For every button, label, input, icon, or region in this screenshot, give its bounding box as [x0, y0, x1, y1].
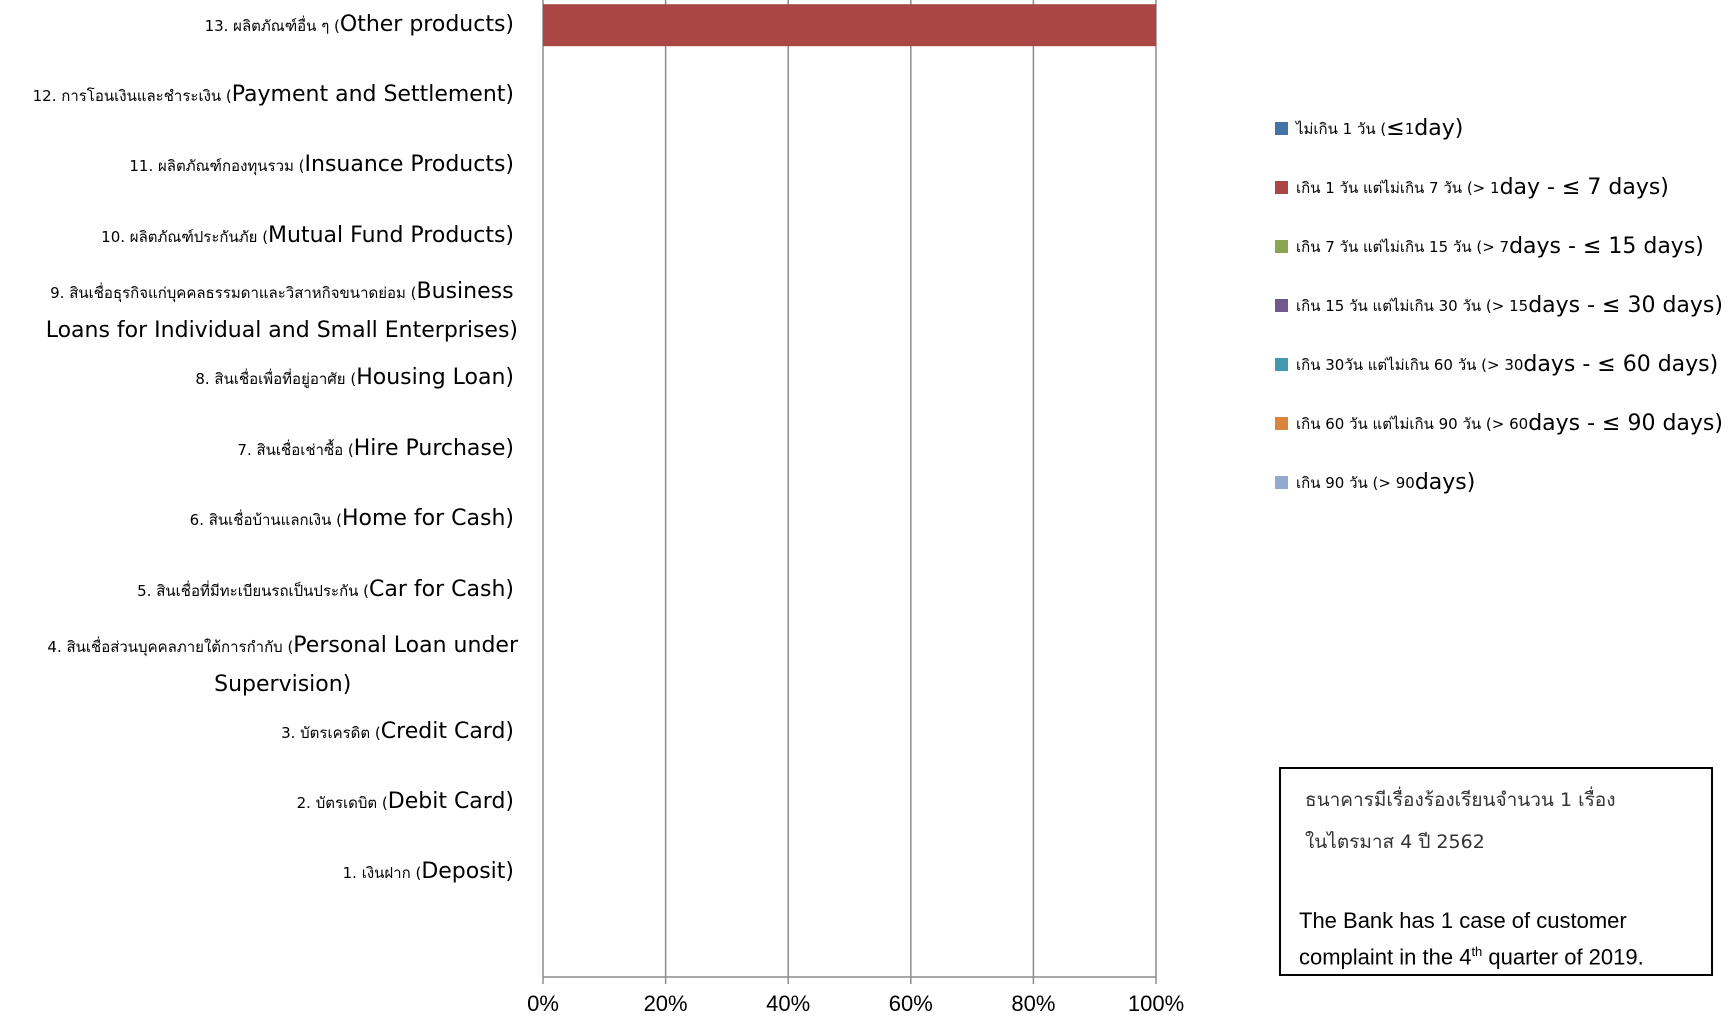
legend-item: เกิน 15 วัน แต่ไม่เกิน 30 วัน (> 15 days…: [1275, 293, 1723, 318]
category-label: 8. สินเชื่อเพื่อที่อยู่อาศัย (Housing Lo…: [195, 359, 514, 398]
legend-label-thai: เกิน 7 วัน แต่ไม่เกิน 15 วัน (> 7: [1296, 237, 1510, 256]
category-label-english-line2: Supervision): [214, 672, 352, 697]
legend-label-english: days - ≤ 15 days): [1509, 234, 1704, 259]
legend-item: ไม่เกิน 1 วัน (≤ 1 day): [1275, 116, 1463, 141]
category-label: 7. สินเชื่อเช่าซื้อ (Hire Purchase): [237, 430, 514, 469]
category-label-english: Other products): [339, 12, 514, 37]
legend-label-english: days - ≤ 90 days): [1528, 411, 1723, 436]
category-label-thai: 10. ผลิตภัณฑ์ประกันภัย (: [101, 228, 269, 246]
category-label: 2. บัตรเดบิต (Debit Card): [297, 783, 514, 822]
category-label-thai: 2. บัตรเดบิต (: [296, 794, 388, 812]
note-english-part2: quarter of 2019.: [1482, 944, 1644, 970]
category-label-thai: 8. สินเชื่อเพื่อที่อยู่อาศัย (: [195, 370, 357, 388]
legend-label-thai: เกิน 90 วัน (> 90: [1296, 473, 1415, 492]
category-label-thai: 1. เงินฝาก (: [342, 864, 422, 882]
category-label-english-line2: Loans for Individual and Small Enterpris…: [45, 318, 518, 343]
category-label-english: Mutual Fund Products): [268, 223, 514, 248]
legend-label-thai: เกิน 60 วัน แต่ไม่เกิน 90 วัน (> 60: [1296, 414, 1529, 433]
bar: [543, 4, 1156, 47]
category-label-english: Debit Card): [387, 789, 514, 814]
legend-swatch: [1275, 299, 1288, 312]
x-tick-label: 20%: [644, 991, 688, 1016]
category-label: 1. เงินฝาก (Deposit): [343, 853, 514, 892]
legend-item: เกิน 30วัน แต่ไม่เกิน 60 วัน (> 30 days …: [1275, 352, 1718, 377]
x-tick-label: 60%: [889, 991, 933, 1016]
x-tick-label: 0%: [527, 991, 559, 1016]
category-label-english: Hire Purchase): [353, 436, 514, 461]
legend-label-thai: ไม่เกิน 1 วัน (: [1296, 119, 1387, 138]
gridlines: [542, 0, 1157, 984]
legend-label-thai: เกิน 15 วัน แต่ไม่เกิน 30 วัน (> 15: [1296, 296, 1529, 315]
category-label-english: Credit Card): [380, 719, 514, 744]
category-label: 6. สินเชื่อบ้านแลกเงิน (Home for Cash): [190, 500, 514, 539]
note-english: The Bank has 1 case of customer complain…: [1299, 905, 1709, 972]
category-label-english: Insuance Products): [304, 152, 514, 177]
category-label-thai: 7. สินเชื่อเช่าซื้อ (: [237, 441, 354, 459]
legend-label-thai: เกิน 30วัน แต่ไม่เกิน 60 วัน (> 30: [1296, 355, 1524, 374]
x-tick-label: 100%: [1128, 991, 1184, 1016]
category-label-thai: 13. ผลิตภัณฑ์อื่น ๆ (: [204, 17, 340, 35]
x-tick-label: 80%: [1011, 991, 1055, 1016]
category-label-thai: 9. สินเชื่อธุรกิจแก่บุคคลธรรมดาและวิสาหก…: [50, 284, 417, 302]
category-label-english: Payment and Settlement): [231, 82, 514, 107]
note-english-part1: The Bank has 1 case of customer complain…: [1299, 908, 1627, 970]
legend-label-english: day - ≤ 7 days): [1499, 175, 1669, 200]
legend-label-english: days - ≤ 60 days): [1523, 352, 1719, 377]
category-label-thai: 4. สินเชื่อส่วนบุคคลภายใต้การกำกับ (: [47, 638, 294, 656]
legend-label-symbol: ≤: [1386, 116, 1405, 141]
category-label-thai: 11. ผลิตภัณฑ์กองทุนรวม (: [129, 157, 305, 175]
category-label-thai: 3. บัตรเครดิต (: [281, 724, 381, 742]
category-label: 11. ผลิตภัณฑ์กองทุนรวม (Insuance Product…: [129, 146, 514, 185]
category-label: 12. การโอนเงินและชำระเงิน (Payment and S…: [33, 76, 514, 115]
category-label-thai: 5. สินเชื่อที่มีทะเบียนรถเป็นประกัน (: [137, 582, 370, 600]
legend-item: เกิน 60 วัน แต่ไม่เกิน 90 วัน (> 60 days…: [1275, 411, 1723, 436]
category-label-english: Home for Cash): [341, 506, 514, 531]
legend-swatch: [1275, 417, 1288, 430]
bars: [543, 4, 1156, 47]
category-label-english: Housing Loan): [356, 365, 514, 390]
category-label: 5. สินเชื่อที่มีทะเบียนรถเป็นประกัน (Car…: [137, 571, 514, 610]
legend-label-number: 1: [1404, 119, 1415, 138]
category-label: 4. สินเชื่อส่วนบุคคลภายใต้การกำกับ (Pers…: [47, 627, 518, 705]
category-label-thai: 6. สินเชื่อบ้านแลกเงิน (: [189, 511, 342, 529]
legend-swatch: [1275, 476, 1288, 489]
legend-swatch: [1275, 181, 1288, 194]
category-label-english: Business: [416, 279, 514, 304]
category-label-english: Personal Loan under: [293, 633, 518, 658]
category-label: 13. ผลิตภัณฑ์อื่น ๆ (Other products): [205, 6, 514, 45]
category-label-thai: 12. การโอนเงินและชำระเงิน (: [32, 87, 232, 105]
legend-item: เกิน 90 วัน (> 90 days): [1275, 470, 1475, 495]
category-label: 9. สินเชื่อธุรกิจแก่บุคคลธรรมดาและวิสาหก…: [46, 273, 518, 351]
legend-swatch: [1275, 358, 1288, 371]
note-thai-line2: ในไตรมาส 4 ปี 2562: [1305, 831, 1485, 853]
legend-label-english: days - ≤ 30 days): [1528, 293, 1723, 318]
note-english-sup: th: [1471, 944, 1483, 959]
x-tick-labels: 0% 20% 40% 60% 80% 100%: [527, 991, 1184, 1016]
category-label: 10. ผลิตภัณฑ์ประกันภัย (Mutual Fund Prod…: [101, 217, 514, 256]
category-label: 3. บัตรเครดิต (Credit Card): [281, 713, 514, 752]
category-label-english: Car for Cash): [369, 577, 514, 602]
note-box: ธนาคารมีเรื่องร้องเรียนจำนวน 1 เรื่อง ใน…: [1279, 767, 1713, 976]
legend-item: เกิน 1 วัน แต่ไม่เกิน 7 วัน (> 1 day - ≤…: [1275, 175, 1669, 200]
legend-swatch: [1275, 122, 1288, 135]
legend-item: เกิน 7 วัน แต่ไม่เกิน 15 วัน (> 7 days -…: [1275, 234, 1704, 259]
legend-label-english: day): [1414, 116, 1464, 141]
legend-label-english: days): [1414, 470, 1476, 495]
note-thai-line1: ธนาคารมีเรื่องร้องเรียนจำนวน 1 เรื่อง: [1305, 789, 1616, 811]
legend-label-thai: เกิน 1 วัน แต่ไม่เกิน 7 วัน (> 1: [1296, 178, 1500, 197]
x-tick-label: 40%: [766, 991, 810, 1016]
category-label-english: Deposit): [421, 859, 514, 884]
legend-swatch: [1275, 240, 1288, 253]
